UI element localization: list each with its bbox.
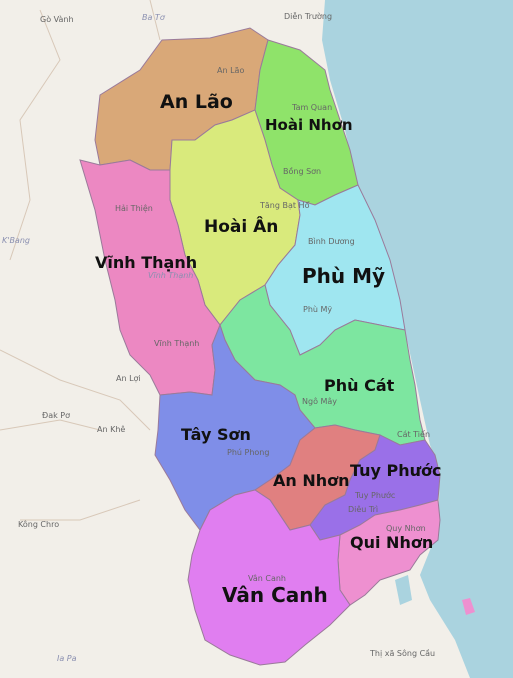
label-an-nhon: An Nhơn: [273, 471, 350, 490]
label-an-lao: An Lão: [160, 91, 233, 113]
place-k-bang: K'Bang: [2, 236, 30, 245]
label-phu-my: Phù Mỹ: [302, 264, 385, 288]
place-tam-quan: Tam Quan: [291, 103, 332, 112]
label-vinh-thanh: Vĩnh Thạnh: [95, 253, 197, 272]
place-van-canh: Vân Canh: [248, 574, 286, 583]
label-hoai-nhon: Hoài Nhơn: [265, 116, 353, 134]
roads: [0, 0, 161, 521]
lagoon: [395, 575, 412, 605]
sea: [322, 0, 513, 678]
place-labels: Gò Vành Ba Tơ Diễn Trường An Lão Tam Qua…: [2, 11, 435, 663]
place-hai-thien: Hải Thiện: [115, 203, 153, 213]
place-an-loi: An Lợi: [116, 374, 141, 383]
place-ba-to: Ba Tơ: [142, 13, 166, 22]
label-qui-nhon: Qui Nhơn: [350, 533, 433, 552]
place-dien-truong: Diễn Trường: [284, 11, 332, 21]
place-ia-pa: Ia Pa: [57, 654, 77, 663]
place-tang-bat-ho: Tăng Bạt Hổ: [259, 200, 310, 211]
place-an-lao: An Lão: [217, 66, 244, 75]
place-dak-po: Đak Pơ: [42, 411, 70, 420]
place-dieu-tri: Diêu Trì: [348, 504, 378, 514]
label-tay-son: Tây Sơn: [181, 425, 251, 444]
place-cat-tien: Cát Tiến: [397, 429, 430, 439]
place-kong-chro: Kông Chro: [18, 519, 59, 529]
place-binh-duong: Bình Dương: [308, 237, 355, 246]
place-vinh-thanh-small: Vĩnh Thạnh: [148, 271, 193, 280]
label-van-canh: Vân Canh: [222, 583, 328, 607]
label-phu-cat: Phù Cát: [324, 376, 395, 395]
place-thi-xa-song-cau: Thị xã Sông Cầu: [369, 648, 435, 659]
island: [462, 598, 475, 615]
place-go-vanh: Gò Vành: [40, 14, 74, 24]
place-an-khe: An Khê: [97, 424, 125, 434]
label-hoai-an: Hoài Ân: [204, 215, 278, 237]
place-ngo-may: Ngô Mây: [302, 396, 337, 406]
label-tuy-phuoc: Tuy Phước: [350, 461, 442, 480]
district-van-canh[interactable]: [187, 489, 351, 666]
place-vinh-thanh: Vĩnh Thạnh: [154, 339, 199, 349]
place-phu-phong: Phú Phong: [227, 448, 269, 457]
place-phu-my: Phù Mỹ: [303, 305, 332, 314]
place-tuy-phuoc: Tuy Phước: [354, 490, 395, 500]
place-quy-nhon: Quy Nhơn: [386, 524, 426, 533]
place-bong-son: Bồng Sơn: [283, 166, 321, 176]
